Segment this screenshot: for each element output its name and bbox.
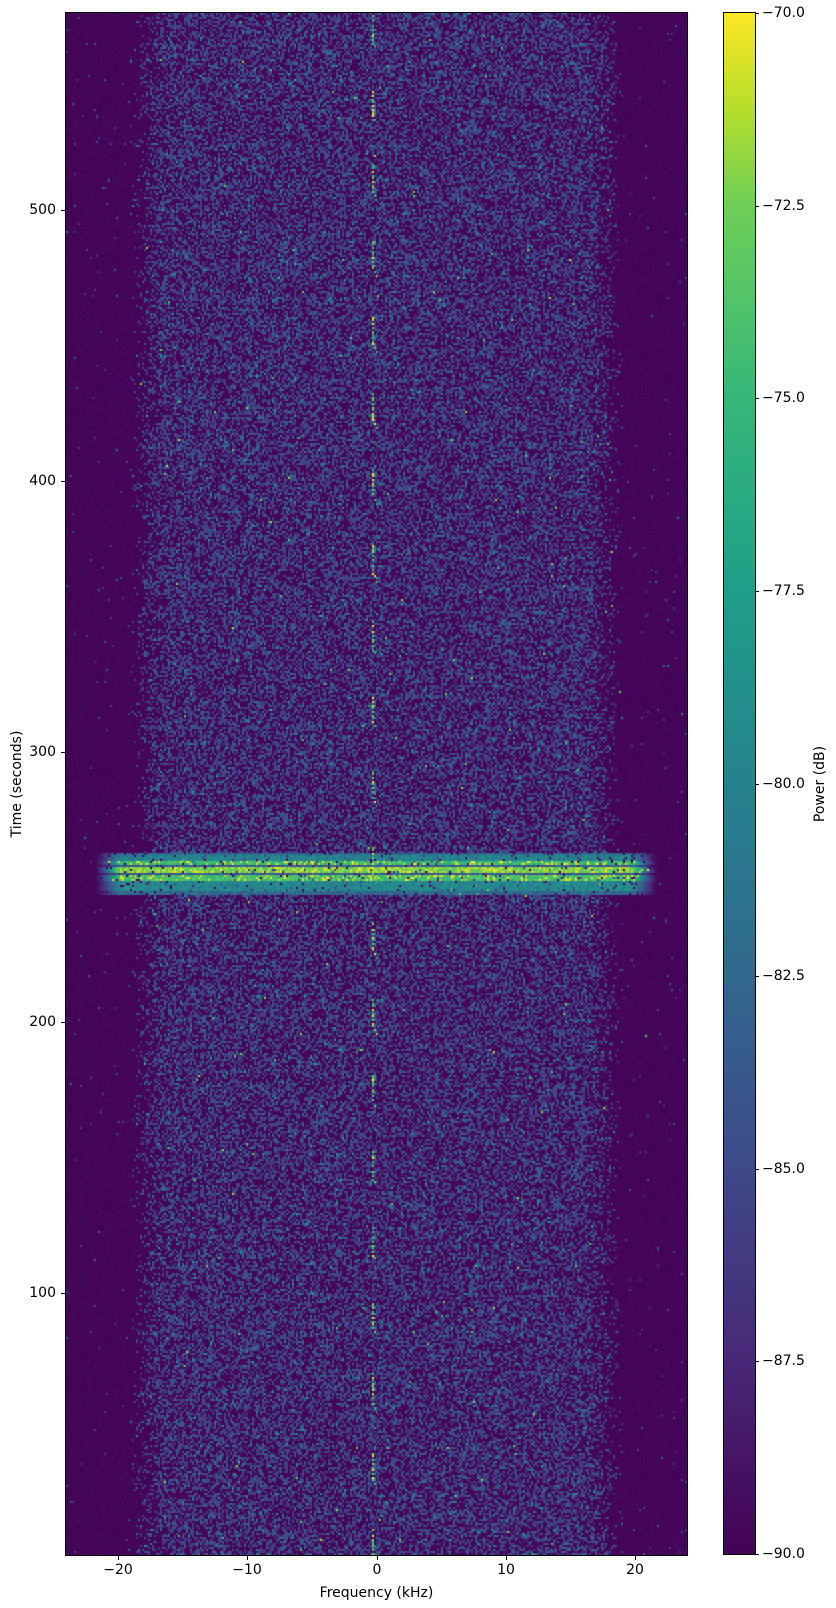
y-tick-mark xyxy=(61,481,65,482)
colorbar-tick-label: −85.0 xyxy=(762,1161,805,1177)
y-tick-label: 200 xyxy=(29,1014,56,1030)
colorbar-tick-mark xyxy=(755,591,759,592)
x-axis-label: Frequency (kHz) xyxy=(319,1585,434,1601)
y-tick-mark xyxy=(61,210,65,211)
colorbar-tick-mark xyxy=(755,398,759,399)
y-tick-label: 300 xyxy=(29,744,56,760)
colorbar-tick-label: −90.0 xyxy=(762,1546,805,1562)
colorbar-tick-label: −77.5 xyxy=(762,583,805,599)
x-tick-mark xyxy=(635,1556,636,1560)
x-tick-label: 0 xyxy=(372,1562,382,1578)
y-axis-label: Time (seconds) xyxy=(9,730,25,838)
y-tick-mark xyxy=(61,1293,65,1294)
y-tick-mark xyxy=(61,1022,65,1023)
x-tick-mark xyxy=(118,1556,119,1560)
x-tick-mark xyxy=(506,1556,507,1560)
x-tick-mark xyxy=(247,1556,248,1560)
colorbar-tick-label: −72.5 xyxy=(762,198,805,214)
y-tick-label: 100 xyxy=(29,1285,56,1301)
y-tick-mark xyxy=(61,752,65,753)
colorbar-tick-mark xyxy=(755,784,759,785)
colorbar-tick-mark xyxy=(755,1361,759,1362)
colorbar-tick-mark xyxy=(755,206,759,207)
colorbar-tick-mark xyxy=(755,976,759,977)
y-tick-label: 400 xyxy=(29,473,56,489)
x-tick-label: 20 xyxy=(626,1562,644,1578)
x-tick-label: −20 xyxy=(103,1562,133,1578)
x-tick-label: 10 xyxy=(497,1562,515,1578)
spectrogram-plot xyxy=(65,12,688,1556)
colorbar xyxy=(723,12,756,1555)
colorbar-tick-label: −70.0 xyxy=(762,5,805,21)
colorbar-tick-mark xyxy=(755,1554,759,1555)
colorbar-tick-mark xyxy=(755,1169,759,1170)
colorbar-tick-label: −80.0 xyxy=(762,776,805,792)
y-tick-label: 500 xyxy=(29,202,56,218)
colorbar-tick-mark xyxy=(755,13,759,14)
x-tick-label: −10 xyxy=(232,1562,262,1578)
x-tick-mark xyxy=(377,1556,378,1560)
colorbar-tick-label: −75.0 xyxy=(762,390,805,406)
colorbar-tick-label: −82.5 xyxy=(762,968,805,984)
colorbar-label: Power (dB) xyxy=(812,745,828,823)
spectrogram-image xyxy=(66,13,687,1555)
colorbar-tick-label: −87.5 xyxy=(762,1353,805,1369)
